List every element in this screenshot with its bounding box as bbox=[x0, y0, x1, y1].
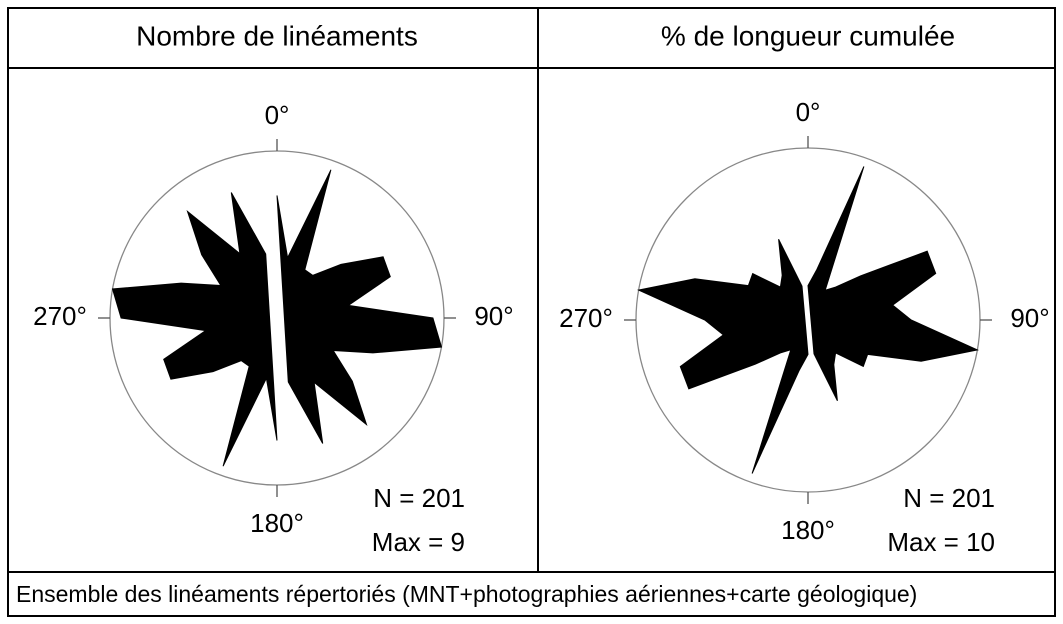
annotation: Max = 9 bbox=[372, 527, 465, 557]
rose-shape bbox=[276, 169, 443, 444]
panel-title: % de longueur cumulée bbox=[661, 20, 955, 51]
angle-label: 180° bbox=[250, 508, 304, 538]
rose-shape bbox=[636, 238, 809, 474]
annotation: N = 201 bbox=[903, 483, 995, 513]
angle-label: 0° bbox=[796, 97, 821, 127]
rose-shape bbox=[807, 166, 980, 402]
angle-label: 0° bbox=[265, 100, 290, 130]
rose-shape bbox=[111, 192, 278, 467]
angle-label: 270° bbox=[559, 303, 613, 333]
annotation: N = 201 bbox=[373, 483, 465, 513]
angle-label: 90° bbox=[1010, 303, 1049, 333]
angle-label: 180° bbox=[781, 515, 835, 545]
caption: Ensemble des linéaments répertoriés (MNT… bbox=[16, 581, 917, 607]
angle-label: 270° bbox=[33, 301, 87, 331]
outer-circle bbox=[635, 147, 981, 493]
angle-label: 90° bbox=[474, 301, 513, 331]
frame bbox=[7, 7, 1056, 617]
panel-title: Nombre de linéaments bbox=[136, 20, 418, 51]
annotation: Max = 10 bbox=[887, 527, 995, 557]
